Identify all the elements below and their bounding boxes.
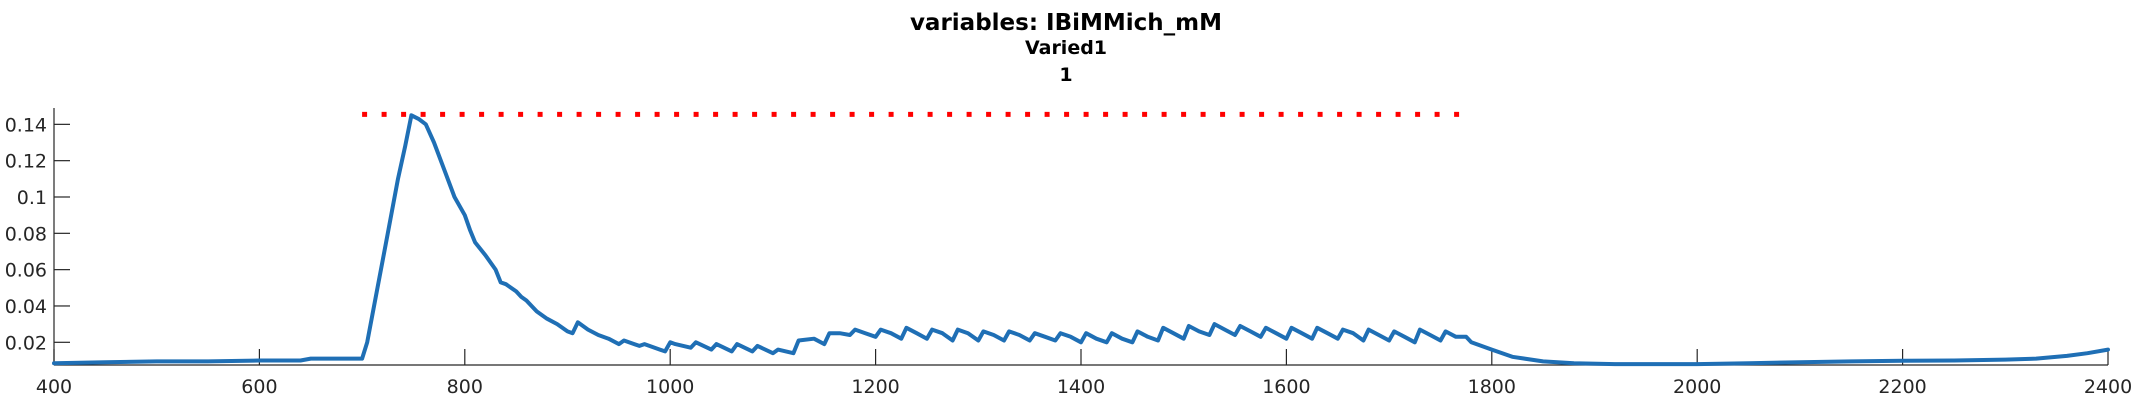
y-tick-label: 0.08 (5, 223, 47, 245)
y-tick-label: 0.14 (5, 114, 47, 136)
x-tick-label: 2400 (2084, 376, 2132, 398)
y-tick-label: 0.02 (5, 332, 47, 354)
x-tick-label: 1600 (1262, 376, 1310, 398)
y-tick-label: 0.04 (5, 296, 47, 318)
x-tick-label: 1200 (851, 376, 899, 398)
data-series-line (52, 113, 2110, 367)
x-tick-label: 800 (447, 376, 483, 398)
y-tick-label: 0.06 (5, 260, 47, 282)
chart-title: variables: IBiMMich_mM (910, 10, 1222, 36)
chart-subtitle-1: Varied1 (1025, 37, 1107, 59)
x-tick-label: 1000 (646, 376, 694, 398)
y-tick-label: 0.1 (17, 187, 47, 209)
plot-area: 400 600 800 1000 1200 1400 1600 1800 2000 2200 240… (5, 108, 2132, 398)
x-tick-label: 1400 (1057, 376, 1105, 398)
x-tick-label: 2000 (1673, 376, 1721, 398)
chart-subtitle-2: 1 (1059, 64, 1072, 86)
x-tick-label: 400 (36, 376, 72, 398)
y-tick-label: 0.12 (5, 151, 47, 173)
x-tick-label: 2200 (1878, 376, 1926, 398)
x-tick-label: 1800 (1468, 376, 1516, 398)
x-tick-label: 600 (241, 376, 277, 398)
